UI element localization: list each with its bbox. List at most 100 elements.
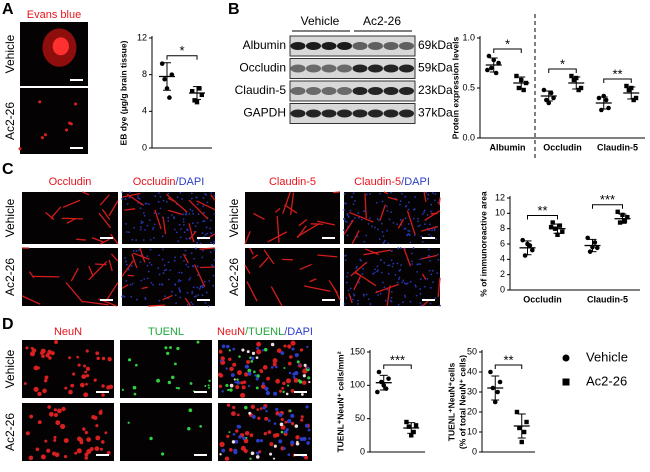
data-point bbox=[606, 105, 611, 111]
title-part: /DAPI bbox=[284, 326, 313, 338]
x-tick-label: Albumin bbox=[490, 142, 526, 152]
spot bbox=[69, 122, 73, 126]
cell bbox=[283, 367, 286, 370]
column-label: Vehicle bbox=[301, 14, 340, 28]
nucleus bbox=[387, 272, 390, 275]
band-size: 37kDa bbox=[418, 106, 453, 120]
nucleus bbox=[421, 240, 424, 243]
nucleus bbox=[376, 270, 379, 273]
cell bbox=[279, 422, 284, 427]
vessel bbox=[438, 197, 441, 206]
nucleus bbox=[149, 238, 152, 241]
blot-band bbox=[290, 64, 306, 73]
title-part: NeuN bbox=[54, 326, 82, 338]
blot-band bbox=[337, 64, 352, 73]
nucleus bbox=[181, 198, 183, 200]
data-point bbox=[520, 237, 525, 243]
vessel bbox=[309, 278, 317, 283]
nucleus bbox=[433, 227, 436, 230]
spot bbox=[40, 136, 44, 140]
nucleus bbox=[172, 216, 175, 218]
nucleus bbox=[394, 274, 397, 276]
vessel bbox=[299, 263, 312, 271]
cell bbox=[250, 404, 255, 409]
nucleus bbox=[162, 199, 165, 202]
nucleus bbox=[178, 223, 181, 226]
nucleus bbox=[428, 223, 431, 226]
cell bbox=[84, 370, 88, 374]
nucleus bbox=[369, 303, 372, 305]
nucleus bbox=[387, 242, 390, 245]
cell bbox=[246, 360, 251, 364]
cell bbox=[237, 425, 242, 429]
cell bbox=[176, 346, 180, 351]
nucleus bbox=[209, 251, 212, 254]
cell bbox=[306, 366, 310, 370]
vessel bbox=[267, 231, 288, 243]
nucleus bbox=[346, 272, 349, 274]
vessel bbox=[270, 286, 283, 307]
nucleus bbox=[352, 203, 355, 206]
image-title: NeuN/TUENL/DAPI bbox=[217, 326, 313, 338]
vessel bbox=[386, 285, 391, 307]
nucleus bbox=[343, 218, 345, 221]
cell bbox=[238, 355, 241, 358]
nucleus bbox=[371, 225, 373, 228]
cell bbox=[261, 349, 265, 352]
nucleus bbox=[433, 229, 436, 232]
nucleus bbox=[175, 231, 178, 234]
nucleus bbox=[139, 226, 142, 228]
nucleus bbox=[123, 295, 126, 298]
vessel bbox=[124, 208, 136, 211]
nucleus bbox=[142, 212, 145, 214]
data-point bbox=[485, 67, 490, 73]
cell bbox=[253, 370, 256, 374]
nucleus bbox=[384, 299, 387, 302]
nucleus bbox=[191, 209, 194, 212]
nucleus bbox=[158, 192, 160, 195]
nucleus bbox=[184, 254, 187, 256]
nucleus bbox=[417, 220, 419, 223]
nucleus bbox=[154, 195, 157, 198]
nucleus bbox=[401, 281, 404, 284]
nucleus bbox=[159, 207, 162, 210]
blot-band bbox=[306, 64, 321, 73]
nucleus bbox=[135, 250, 138, 252]
nucleus bbox=[179, 280, 182, 282]
nucleus bbox=[434, 193, 437, 195]
nucleus bbox=[404, 217, 407, 220]
cell bbox=[55, 420, 61, 426]
nucleus bbox=[417, 225, 420, 228]
cell bbox=[84, 456, 89, 460]
y-tick-label: 4 bbox=[500, 254, 505, 264]
blot-band bbox=[399, 109, 414, 118]
cell bbox=[243, 438, 249, 444]
cell bbox=[242, 380, 247, 384]
nucleus bbox=[404, 205, 407, 208]
data-point bbox=[624, 83, 629, 89]
data-point bbox=[375, 389, 380, 395]
blot-band bbox=[352, 42, 368, 50]
cell bbox=[302, 374, 306, 378]
cell bbox=[221, 390, 224, 393]
nucleus bbox=[152, 226, 155, 229]
cell bbox=[218, 350, 223, 354]
nucleus bbox=[381, 222, 383, 225]
nucleus bbox=[406, 282, 409, 285]
cell bbox=[292, 375, 296, 379]
cell bbox=[272, 362, 277, 367]
nucleus bbox=[363, 240, 366, 243]
nucleus bbox=[197, 294, 200, 297]
nucleus bbox=[182, 224, 185, 226]
vessel bbox=[437, 277, 441, 298]
nucleus bbox=[206, 201, 209, 204]
nucleus bbox=[187, 265, 190, 268]
cell bbox=[294, 424, 299, 428]
cell bbox=[263, 347, 268, 352]
nucleus bbox=[161, 283, 164, 286]
nucleus bbox=[354, 200, 356, 202]
data-point bbox=[489, 65, 494, 71]
cell bbox=[263, 431, 268, 436]
cell bbox=[196, 340, 200, 344]
cell bbox=[227, 388, 230, 392]
